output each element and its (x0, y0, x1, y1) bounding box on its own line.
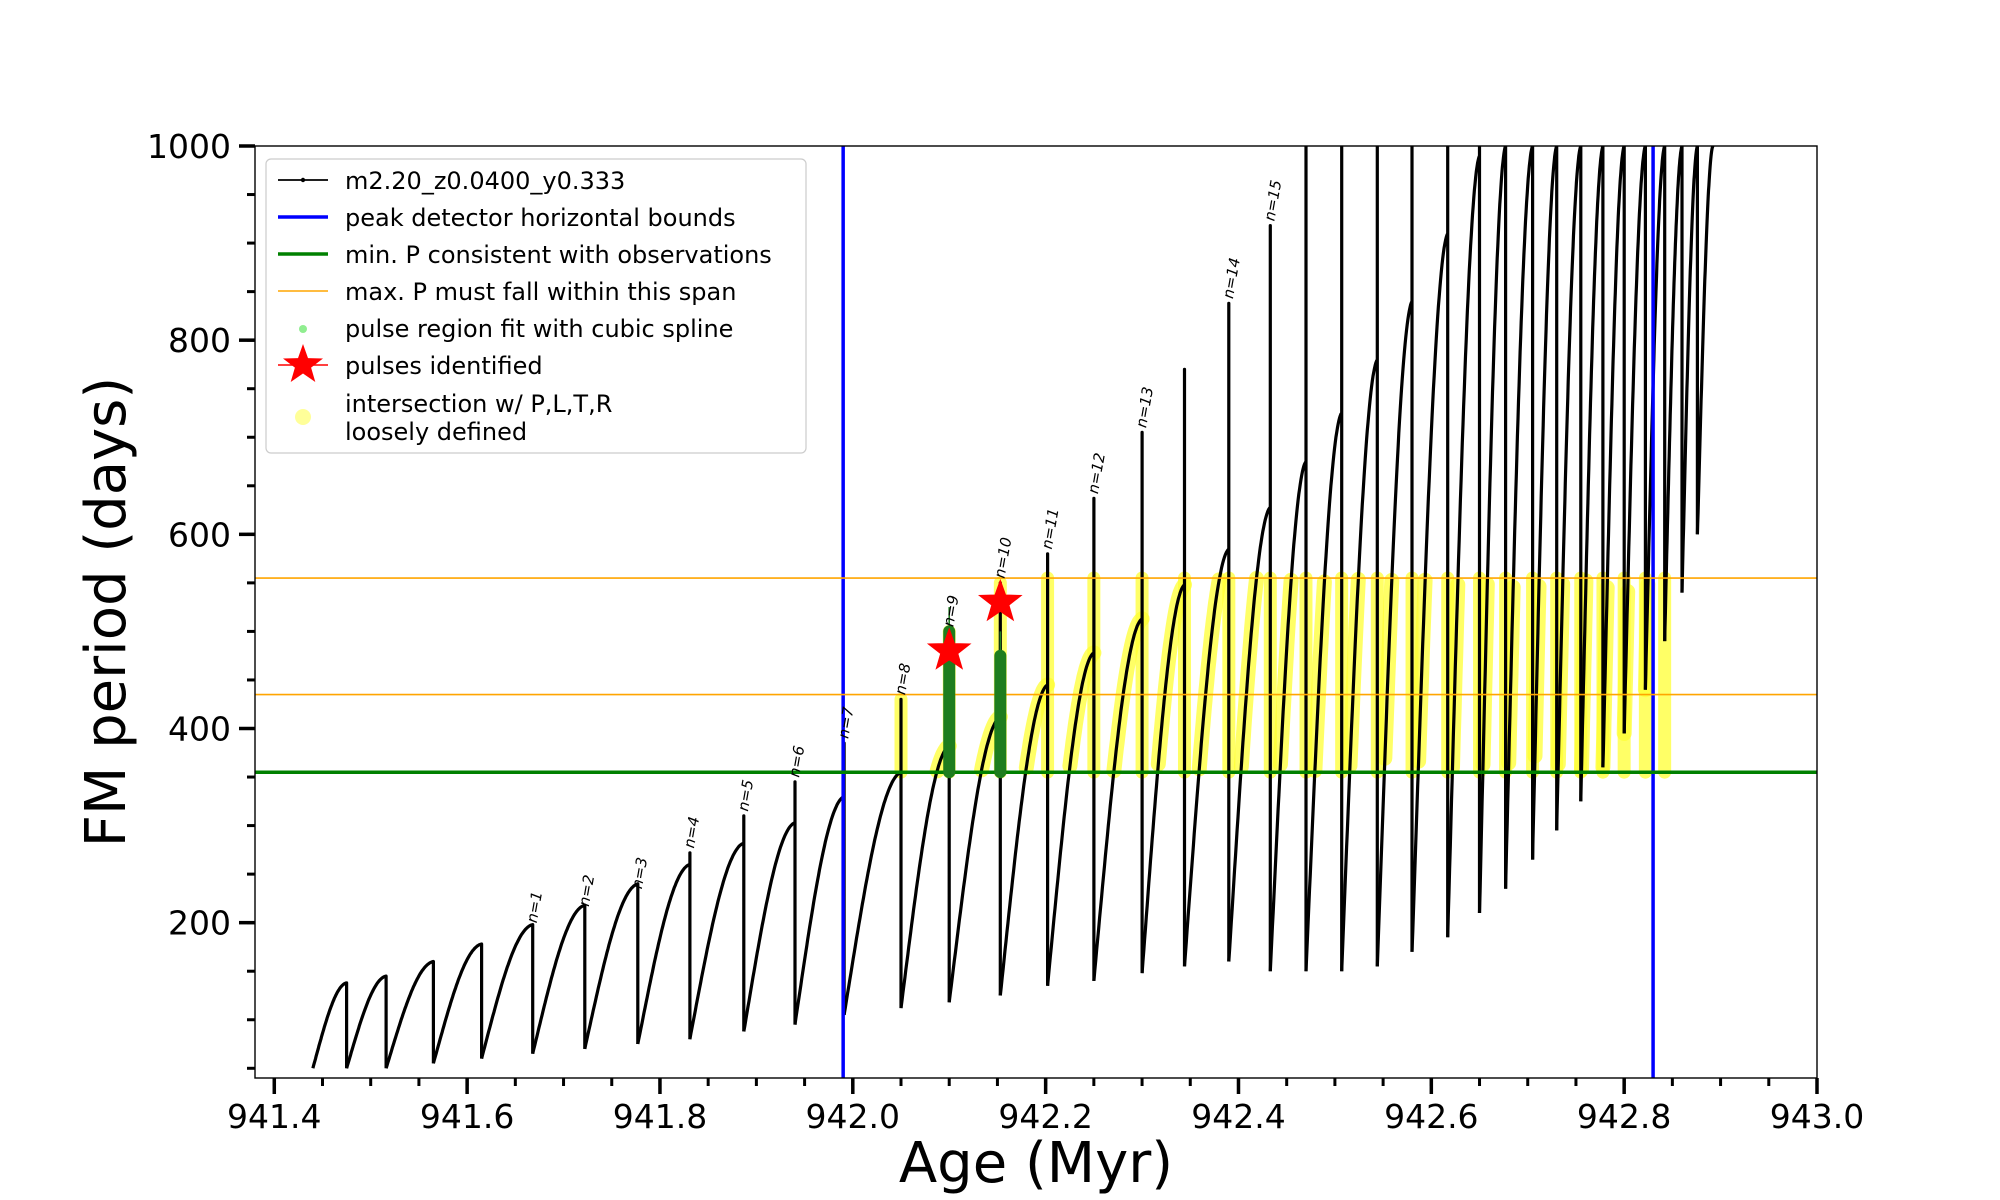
x-tick-label-8: 942.8 (1577, 1097, 1671, 1136)
track-pulse-27 (1477, 146, 1508, 914)
x-tick-label-1: 941.4 (227, 1097, 321, 1136)
axes: 941.4 941.6 941.8 942.0 942.2 942.4 942.6 942.8… (74, 127, 1864, 1196)
legend-label-3: min. P consistent with observations (345, 241, 772, 269)
track-pulse-11 (793, 741, 846, 1025)
track-pulse-7 (583, 882, 640, 1050)
reference-lines (255, 146, 1817, 1078)
track-pulse-34 (1643, 146, 1667, 690)
x-tick-label-2: 941.6 (420, 1097, 514, 1136)
x-axis-title: Age (Myr) (899, 1131, 1173, 1196)
legend-label-4: max. P must fall within this span (345, 278, 736, 306)
track-pulse-28 (1504, 146, 1535, 889)
pulse-label-12: n=8 (891, 662, 914, 696)
track-pulse-18 (1140, 367, 1187, 974)
x-tick-label-6: 942.4 (1191, 1097, 1285, 1136)
x-tick-label-5: 942.2 (998, 1097, 1092, 1136)
pulse-label-11: n=7 (834, 705, 857, 740)
track-pulse-10 (742, 780, 797, 1032)
track-pulse-6 (531, 903, 587, 1055)
y-axis-title: FM period (days) (74, 377, 139, 847)
legend-label-7-line2: loosely defined (345, 418, 527, 446)
x-tick-label-7: 942.6 (1384, 1097, 1478, 1136)
legend-label-1: m2.20_z0.0400_y0.333 (345, 167, 625, 195)
y-tick-label-4: 800 (168, 321, 231, 360)
track-pulse-4 (431, 942, 484, 1064)
pulses-identified-series (926, 578, 1023, 670)
x-tick-label-3: 941.8 (613, 1097, 707, 1136)
track-pulse-24 (1375, 146, 1414, 967)
track-pulse-21 (1268, 146, 1308, 972)
plot-frame (254, 145, 1818, 1079)
legend-label-2: peak detector horizontal bounds (345, 204, 736, 232)
track-pulse-2 (345, 974, 388, 1069)
track-pulse-1 (311, 981, 349, 1069)
track-pulse-29 (1531, 146, 1559, 860)
pulse-label-5: n=1 (523, 890, 546, 924)
x-tick-label-9: 943.0 (1770, 1097, 1864, 1136)
x-tick-label-4: 942.0 (806, 1097, 900, 1136)
legend-handle-5 (299, 325, 307, 333)
pulse-label-9: n=5 (734, 778, 757, 812)
y-tick-label-1: 200 (168, 904, 231, 943)
pulse-label-8: n=4 (680, 815, 703, 849)
track-pulse-13 (899, 629, 951, 1009)
y-tick-label-2: 400 (168, 710, 231, 749)
track-pulse-30 (1555, 146, 1583, 831)
pulse-label-6: n=2 (575, 873, 598, 907)
track-pulse-20 (1227, 224, 1272, 972)
track-pulse-8 (636, 851, 692, 1045)
track-series (311, 146, 1715, 1069)
legend-box (265, 158, 807, 454)
legend-handle-6 (283, 344, 323, 382)
track-pulse-31 (1579, 146, 1605, 802)
track-pulse-17 (1092, 430, 1144, 982)
legend-handle-7 (295, 409, 311, 425)
legend-label-7: intersection w/ P,L,T,R (345, 390, 612, 418)
track-pulse-33 (1622, 146, 1647, 734)
track-pulse-36 (1680, 146, 1699, 593)
legend-label-5: pulse region fit with cubic spline (345, 315, 733, 343)
track-pulse-12 (842, 697, 903, 1016)
pulse-label-10: n=6 (785, 744, 808, 778)
track-pulse-22 (1304, 146, 1344, 972)
track-pulse-19 (1182, 301, 1231, 967)
pulse-star-1 (926, 627, 972, 670)
track-pulse-16 (1046, 496, 1096, 986)
track-pulse-32 (1601, 146, 1626, 768)
pulse-label-13: n=9 (939, 594, 962, 628)
y-tick-label-5: 1000 (147, 127, 231, 166)
legend-handle-marker-1 (300, 177, 306, 183)
track-pulse-5 (480, 923, 535, 1059)
track-pulse-14 (947, 581, 1002, 1003)
track-pulse-23 (1340, 146, 1379, 972)
track-pulse-3 (384, 959, 435, 1069)
track-pulse-37 (1695, 146, 1715, 535)
track-pulse-35 (1663, 146, 1684, 642)
y-tick-label-3: 600 (168, 515, 231, 554)
track-pulse-26 (1446, 146, 1482, 938)
legend-label-6: pulses identified (345, 352, 543, 380)
pulse-star-2 (977, 578, 1023, 622)
pulse-label-7: n=3 (628, 856, 651, 890)
track-pulse-9 (688, 814, 746, 1040)
